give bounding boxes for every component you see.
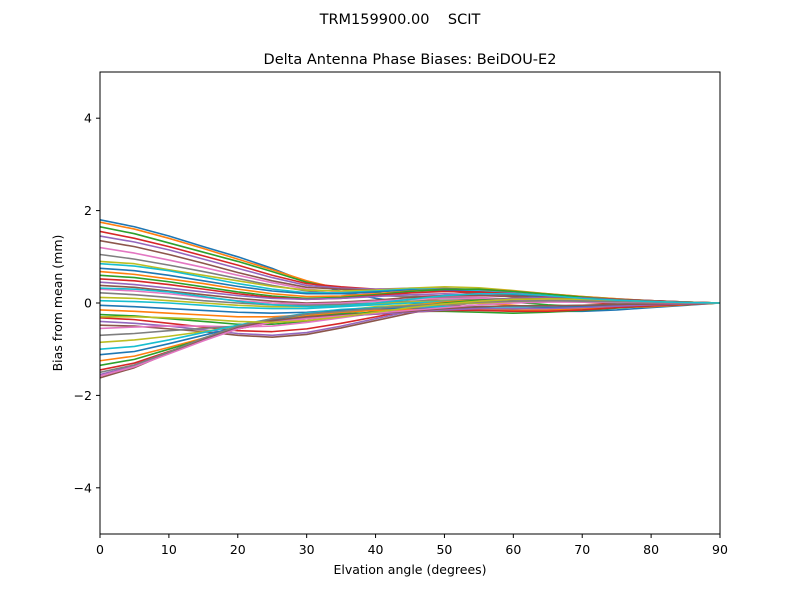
y-tick-label: 4 xyxy=(84,111,92,126)
y-tick-label: −4 xyxy=(74,480,92,495)
x-tick-label: 0 xyxy=(96,542,104,557)
x-tick-label: 80 xyxy=(643,542,659,557)
x-tick-label: 90 xyxy=(712,542,728,557)
y-tick-label: −2 xyxy=(74,388,92,403)
x-tick-label: 30 xyxy=(299,542,315,557)
figure-suptitle: TRM159900.00 SCIT xyxy=(319,12,481,28)
x-axis-label: Elvation angle (degrees) xyxy=(333,562,486,577)
y-tick-label: 0 xyxy=(84,296,92,311)
chart-title: Delta Antenna Phase Biases: BeiDOU-E2 xyxy=(264,52,557,68)
x-tick-label: 20 xyxy=(230,542,246,557)
x-tick-label: 70 xyxy=(574,542,590,557)
series-line-31 xyxy=(100,302,720,356)
x-tick-label: 40 xyxy=(368,542,384,557)
x-axis: 0 10 20 30 40 50 60 70 80 90 xyxy=(96,534,728,557)
series-line-36 xyxy=(100,302,720,379)
y-axis: −4 −2 0 2 4 xyxy=(74,111,100,495)
x-tick-label: 60 xyxy=(505,542,521,557)
y-tick-label: 2 xyxy=(84,203,92,218)
series-layer xyxy=(100,219,720,379)
series-line-38 xyxy=(100,299,720,374)
x-tick-label: 10 xyxy=(161,542,177,557)
series-line-40 xyxy=(100,287,720,308)
y-axis-label: Bias from mean (mm) xyxy=(50,235,65,372)
series-line-35 xyxy=(100,302,720,376)
x-tick-label: 50 xyxy=(436,542,452,557)
